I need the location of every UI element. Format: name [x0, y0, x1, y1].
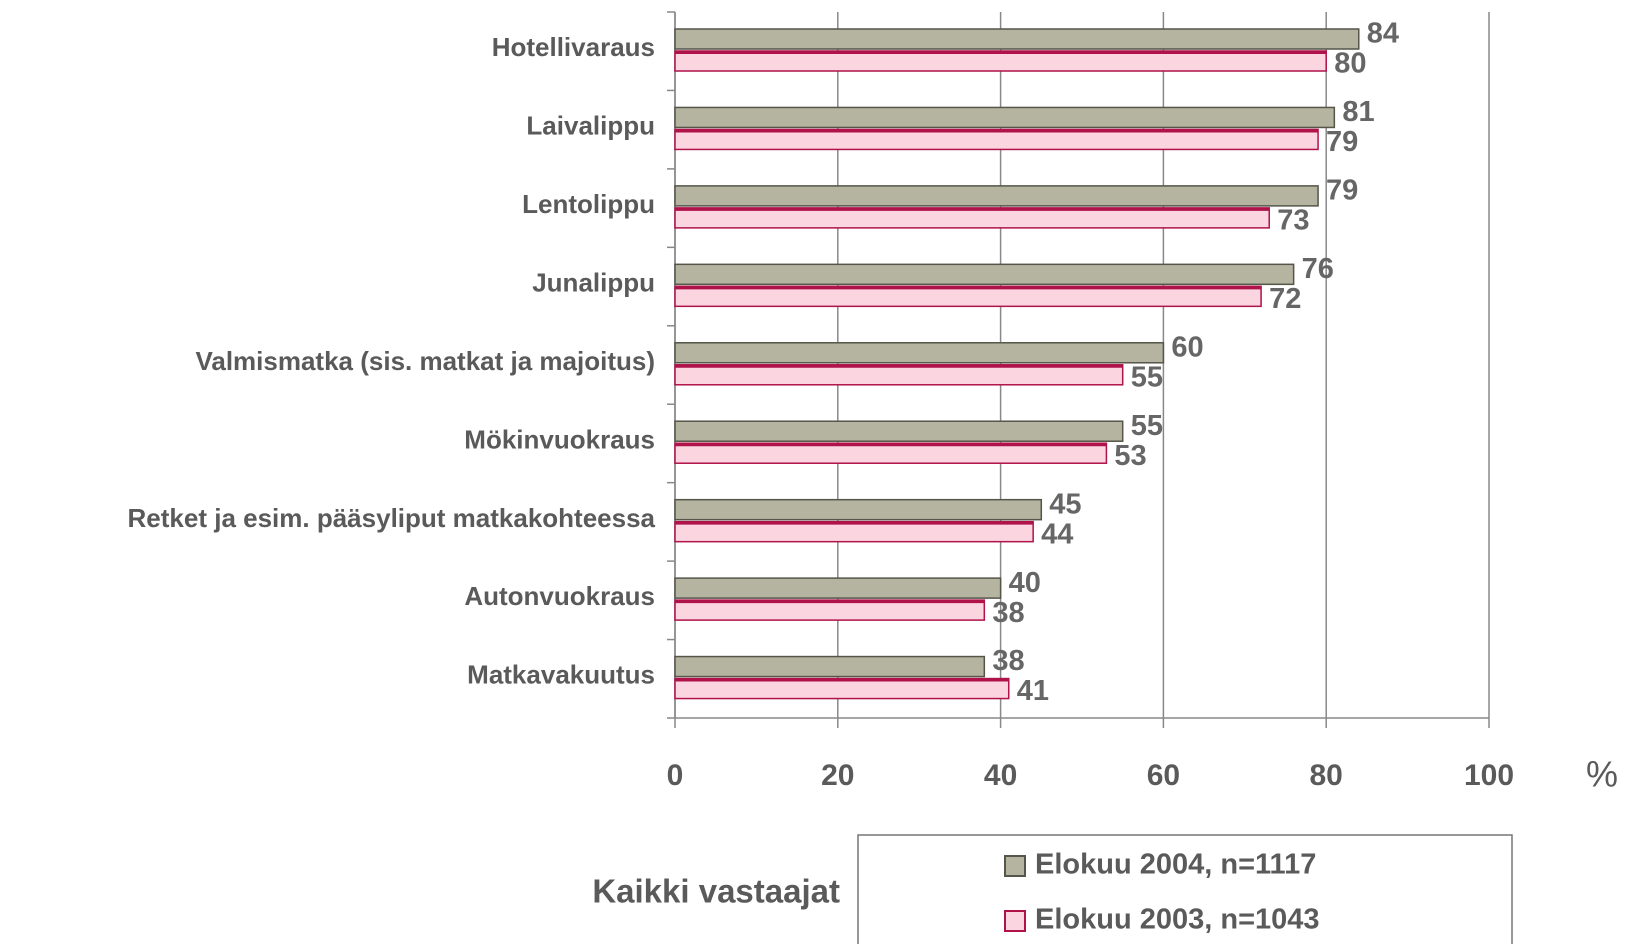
value-label: 41 [1017, 675, 1049, 707]
legend-title: Kaikki vastaajat [592, 873, 840, 910]
bar [674, 263, 1295, 286]
x-tick-label: 100 [1464, 759, 1514, 792]
bar [674, 28, 1360, 50]
bar [674, 420, 1124, 442]
bar [674, 577, 1002, 599]
x-tick-label: 20 [821, 759, 854, 792]
value-label: 44 [1041, 518, 1073, 550]
y-tick-label: Mökinvuokraus [464, 424, 655, 454]
value-label: 53 [1114, 440, 1146, 472]
value-label: 38 [992, 597, 1024, 629]
y-tick-label: Retket ja esim. pääsyliput matkakohteess… [128, 503, 656, 533]
y-tick-label: Valmismatka (sis. matkat ja majoitus) [195, 346, 655, 376]
value-label: 81 [1342, 96, 1374, 128]
legend-label: Elokuu 2003, n=1043 [1035, 904, 1320, 936]
value-label: 40 [1009, 567, 1041, 599]
y-tick-label: Autonvuokraus [464, 581, 655, 611]
x-axis-label: % [1586, 754, 1618, 795]
bar [674, 342, 1165, 364]
value-label: 79 [1326, 126, 1358, 158]
x-tick-label: 40 [984, 759, 1017, 792]
value-label: 76 [1302, 253, 1334, 285]
value-label: 38 [992, 645, 1024, 677]
value-label: 84 [1367, 18, 1399, 50]
value-label: 45 [1049, 488, 1081, 520]
legend-swatch [1004, 910, 1026, 932]
bar [674, 655, 986, 678]
value-label: 80 [1334, 48, 1366, 80]
bar [674, 185, 1319, 207]
y-tick-label: Matkavakuutus [467, 660, 655, 690]
value-label: 55 [1131, 361, 1163, 393]
y-tick-label: Laivalippu [526, 111, 655, 141]
x-tick-label: 80 [1310, 759, 1343, 792]
y-tick-label: Hotellivaraus [492, 32, 655, 62]
x-tick-label: 0 [667, 759, 684, 792]
y-tick-label: Junalippu [532, 267, 655, 297]
y-tick-label: Lentolippu [522, 189, 655, 219]
legend-swatch [1004, 855, 1026, 877]
value-label: 73 [1277, 205, 1309, 237]
bar [674, 106, 1336, 129]
value-label: 79 [1326, 175, 1358, 207]
value-label: 60 [1171, 331, 1203, 363]
legend-label: Elokuu 2004, n=1117 [1035, 849, 1316, 881]
value-label: 72 [1269, 283, 1301, 315]
legend-box [857, 834, 1513, 944]
x-tick-label: 60 [1147, 759, 1180, 792]
bar [674, 498, 1043, 521]
value-label: 55 [1131, 410, 1163, 442]
